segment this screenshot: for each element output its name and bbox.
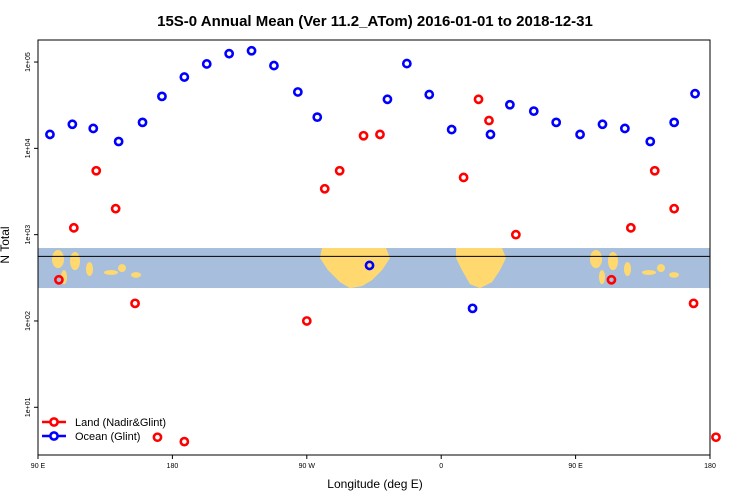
data-point: [91, 165, 102, 176]
data-point: [649, 165, 660, 176]
data-point: [358, 130, 369, 141]
x-tick-label: 90 W: [299, 463, 316, 470]
data-point: [110, 203, 121, 214]
data-point: [551, 117, 562, 128]
data-points: [45, 45, 721, 447]
x-tick-label: 180: [167, 463, 179, 470]
world-map-band: [38, 248, 710, 289]
data-point: [484, 115, 494, 126]
data-point: [504, 99, 515, 110]
legend-marker: [49, 431, 59, 441]
data-point: [130, 298, 140, 309]
data-point: [711, 432, 721, 443]
data-point: [54, 274, 64, 285]
data-point: [485, 129, 496, 140]
data-point: [690, 88, 700, 99]
data-point: [246, 45, 257, 56]
data-point: [201, 59, 212, 69]
data-point: [68, 222, 79, 233]
data-point: [312, 112, 323, 123]
data-point: [473, 94, 484, 105]
axes: 90 E 180 90 W 0 90 E 180 1e+01 1e+02 1e+03 1e+04 1…: [25, 52, 716, 470]
x-tick-label: 90 E: [568, 463, 583, 470]
data-point: [301, 316, 312, 326]
data-point: [619, 123, 630, 134]
legend-label: Land (Nadir&Glint): [75, 417, 166, 429]
data-point: [424, 89, 435, 100]
data-point: [597, 119, 608, 130]
data-point: [179, 436, 190, 447]
legend-marker: [49, 417, 59, 427]
y-tick-label: 1e+02: [25, 311, 32, 331]
data-point: [292, 87, 303, 97]
y-tick-label: 1e+03: [25, 225, 32, 245]
data-point: [688, 298, 699, 309]
data-point: [67, 119, 78, 130]
data-point: [645, 136, 656, 147]
data-point: [157, 91, 167, 102]
legend: Land (Nadir&Glint) Ocean (Glint): [42, 417, 166, 443]
plot-frame: [37, 39, 711, 456]
data-point: [88, 123, 99, 134]
y-axis-label: N Total: [0, 226, 12, 263]
data-point: [669, 117, 680, 128]
data-point: [113, 136, 124, 147]
y-tick-label: 1e+05: [25, 52, 32, 72]
data-point: [224, 48, 235, 59]
data-point: [179, 72, 190, 82]
x-tick-label: 90 E: [31, 463, 46, 470]
data-point: [528, 106, 539, 117]
series-0: [54, 94, 721, 447]
data-point: [510, 229, 521, 240]
data-point: [319, 183, 330, 194]
data-point: [625, 222, 636, 233]
data-point: [575, 129, 585, 140]
data-point: [269, 60, 279, 71]
data-point: [364, 260, 375, 271]
data-point: [467, 303, 478, 314]
data-point: [669, 203, 680, 214]
series-1: [45, 45, 700, 314]
data-point: [152, 432, 163, 443]
data-point: [446, 124, 457, 135]
data-point: [382, 94, 393, 105]
x-tick-label: 0: [439, 463, 443, 470]
data-point: [45, 129, 55, 140]
data-point: [458, 172, 469, 183]
data-point: [401, 58, 412, 69]
y-tick-label: 1e+01: [25, 397, 32, 417]
data-point: [375, 129, 385, 140]
x-tick-label: 180: [704, 463, 716, 470]
data-point: [606, 274, 617, 285]
chart-title: 15S-0 Annual Mean (Ver 11.2_ATom) 2016-0…: [157, 13, 593, 30]
legend-label: Ocean (Glint): [75, 431, 140, 443]
x-axis-label: Longitude (deg E): [327, 477, 422, 491]
y-tick-label: 1e+04: [25, 138, 32, 158]
data-point: [137, 117, 148, 128]
data-point: [334, 165, 345, 176]
